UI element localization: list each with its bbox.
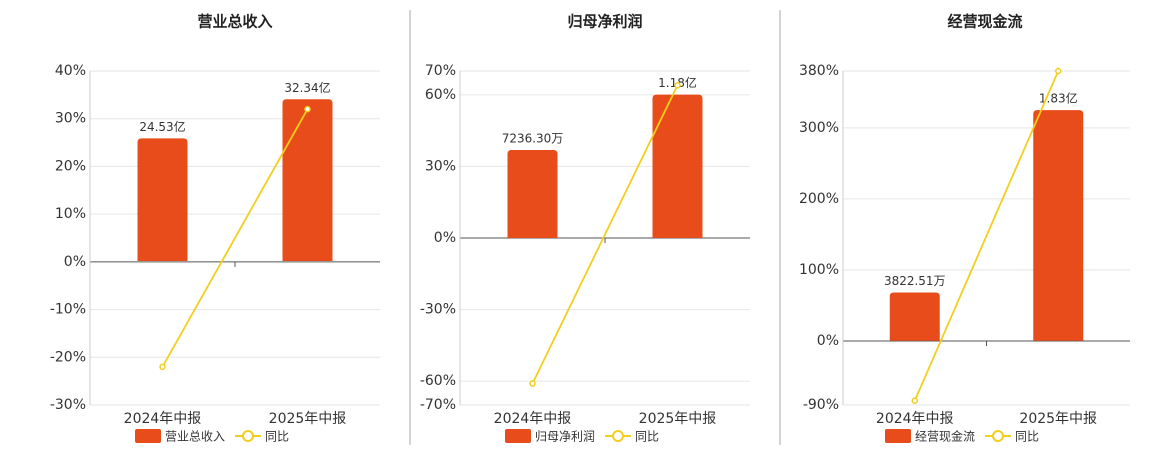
value-label: 32.34亿 [284, 80, 330, 95]
bar [282, 99, 333, 261]
y-tick-label: -10% [50, 302, 86, 318]
y-tick-label: 70% [425, 63, 456, 79]
x-tick-label: 2024年中报 [124, 411, 202, 427]
chart-title: 归母净利润 [567, 13, 642, 31]
line-marker [304, 105, 311, 113]
legend-label: 归母净利润 [535, 430, 595, 444]
y-tick-label: -90% [803, 397, 839, 413]
y-tick-label: 60% [425, 87, 456, 103]
legend-swatch [992, 430, 1004, 442]
x-tick-label: 2025年中报 [639, 411, 717, 427]
value-label: 7236.30万 [502, 132, 564, 146]
legend-swatch [135, 429, 161, 443]
y-tick-label: 200% [799, 191, 839, 207]
y-tick-label: -20% [50, 349, 86, 365]
y-tick-label: 10% [55, 206, 86, 222]
y-tick-label: 30% [55, 111, 86, 127]
y-tick-label: 100% [799, 262, 839, 278]
y-tick-label: 0% [434, 230, 456, 246]
line [161, 108, 309, 368]
y-tick-label: 40% [55, 63, 86, 79]
y-tick-label: 30% [425, 158, 456, 174]
x-tick-label: 2024年中报 [876, 411, 954, 427]
y-tick-label: 20% [55, 158, 86, 174]
y-tick-label: -30% [50, 397, 86, 413]
y-tick-label: 300% [799, 120, 839, 136]
y-tick-label: -60% [420, 373, 456, 389]
legend-label: 同比 [635, 430, 659, 444]
value-label: 24.53亿 [139, 119, 185, 134]
x-tick-label: 2025年中报 [269, 411, 347, 427]
line [913, 70, 1060, 402]
x-tick-label: 2025年中报 [1019, 411, 1097, 427]
chart-title: 经营现金流 [947, 13, 1022, 31]
y-tick-label: -70% [420, 397, 456, 413]
legend-label: 同比 [265, 430, 289, 444]
bar [507, 150, 558, 238]
bar [889, 292, 940, 341]
x-tick-label: 2024年中报 [494, 411, 572, 427]
line-marker [529, 380, 536, 387]
legend-label: 营业总收入 [165, 430, 225, 444]
legend-swatch [612, 430, 624, 442]
legend-swatch [505, 429, 531, 443]
y-tick-label: 0% [64, 254, 86, 270]
legend-label: 同比 [1015, 430, 1039, 444]
bar [652, 94, 703, 238]
line-marker [1055, 67, 1062, 75]
y-tick-label: 0% [817, 333, 839, 349]
line [531, 84, 679, 384]
y-tick-label: -30% [420, 302, 456, 318]
y-tick-label: 380% [799, 63, 839, 79]
bar [137, 138, 188, 261]
line-marker [911, 397, 918, 404]
legend-swatch [242, 430, 254, 442]
value-label: 3822.51万 [884, 274, 946, 288]
bar [1033, 110, 1084, 341]
line-marker [159, 363, 166, 371]
line-marker [674, 82, 681, 89]
chart-title: 营业总收入 [197, 13, 272, 31]
legend-label: 经营现金流 [915, 429, 975, 444]
legend-swatch [885, 429, 911, 443]
